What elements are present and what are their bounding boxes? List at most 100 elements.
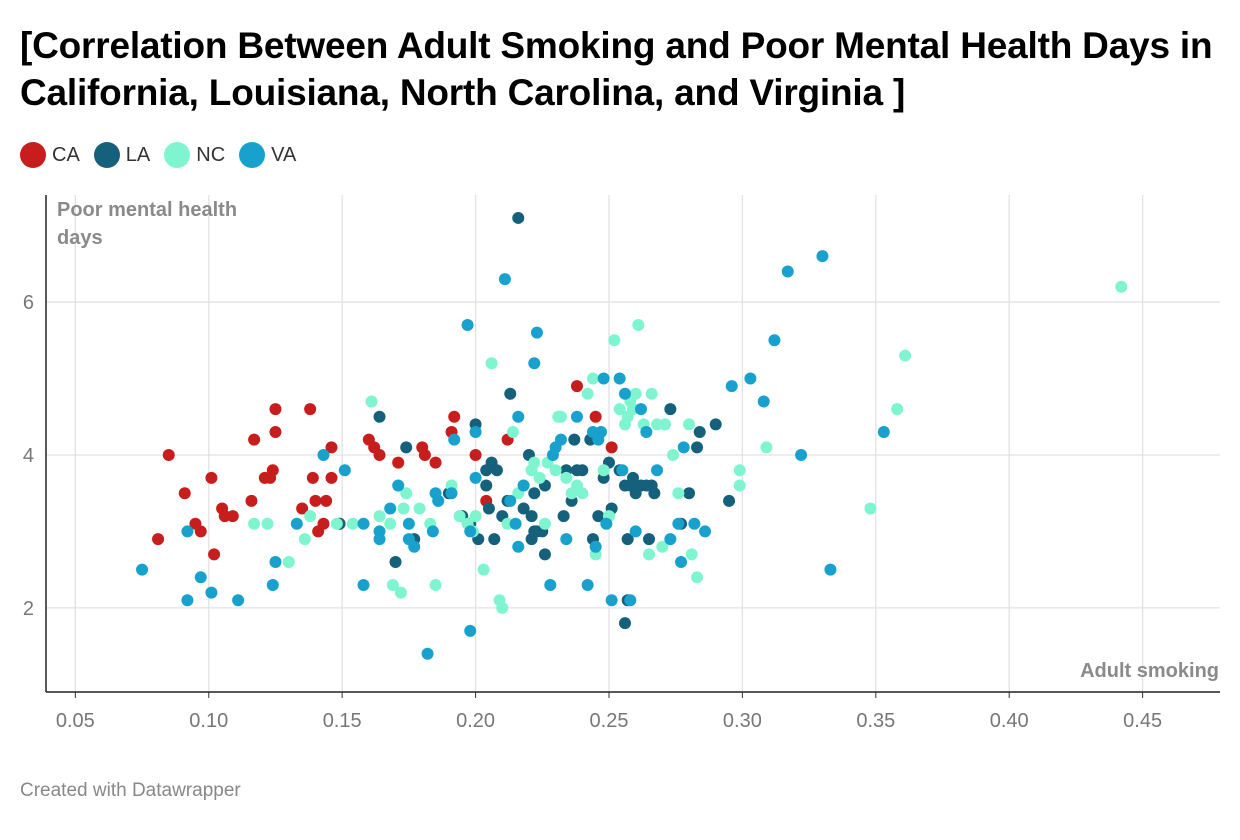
data-point-va [509, 517, 522, 530]
data-point-nc [554, 410, 567, 423]
data-point-va [600, 517, 613, 530]
data-point-nc [685, 548, 698, 561]
data-point-nc [365, 395, 378, 408]
data-point-va [544, 578, 557, 591]
data-point-ca [392, 456, 405, 469]
data-point-va [560, 533, 573, 546]
data-point-la [538, 548, 551, 561]
data-point-la [400, 441, 413, 454]
data-point-nc [413, 502, 426, 515]
data-point-nc [469, 510, 482, 523]
data-point-va [589, 540, 602, 553]
legend-item-ca: CA [20, 142, 80, 168]
x-tick-label: 0.45 [1123, 710, 1162, 732]
data-point-la [693, 426, 706, 439]
data-point-nc [691, 571, 704, 584]
data-point-ca [306, 471, 319, 484]
x-axis-title: Adult smoking [1080, 660, 1219, 682]
data-point-va [664, 533, 677, 546]
data-point-nc [400, 487, 413, 500]
data-point-ca [418, 448, 431, 461]
data-point-la [643, 533, 656, 546]
data-point-ca [194, 525, 207, 538]
data-point-la [480, 479, 493, 492]
data-point-va [640, 426, 653, 439]
data-point-va [464, 525, 477, 538]
data-point-va [461, 318, 474, 331]
data-point-nc [248, 517, 261, 530]
data-point-va [581, 578, 594, 591]
data-point-nc [667, 448, 680, 461]
legend-swatch-nc [164, 142, 191, 168]
data-point-la [482, 502, 495, 515]
data-point-va [528, 357, 541, 370]
data-point-nc [282, 556, 295, 569]
data-point-va [205, 586, 218, 599]
data-point-va [672, 517, 685, 530]
data-point-la [512, 211, 525, 224]
legend-label-va: VA [271, 143, 297, 166]
data-point-la [557, 510, 570, 523]
data-point-nc [394, 586, 407, 599]
data-point-ca [469, 448, 482, 461]
data-point-va [816, 250, 829, 263]
data-point-va [317, 448, 330, 461]
data-point-va [605, 594, 618, 607]
data-point-va [504, 494, 517, 507]
data-point-va [373, 533, 386, 546]
chart-title: [Correlation Between Adult Smoking and P… [20, 25, 1213, 113]
data-point-nc [384, 517, 397, 530]
data-point-nc [899, 349, 912, 362]
data-point-ca [309, 494, 322, 507]
x-tick-label: 0.20 [456, 710, 495, 732]
data-point-nc [733, 479, 746, 492]
data-point-va [432, 494, 445, 507]
data-point-ca [152, 533, 165, 546]
legend-label-ca: CA [52, 143, 80, 166]
data-point-la [576, 464, 589, 477]
data-point-nc [643, 548, 656, 561]
data-point-ca [304, 403, 317, 416]
axes [45, 195, 1220, 698]
data-point-va [768, 334, 781, 347]
data-point-ca [269, 403, 282, 416]
data-point-la [709, 418, 722, 431]
y-axis-title: Poor mental health [57, 199, 237, 221]
data-point-nc [891, 403, 904, 416]
data-point-va [445, 487, 458, 500]
data-point-la [683, 487, 696, 500]
x-tick-label: 0.25 [590, 710, 629, 732]
data-point-ca [429, 456, 442, 469]
data-point-va [402, 517, 415, 530]
data-point-la [528, 525, 541, 538]
data-point-nc [453, 510, 466, 523]
x-tick-label: 0.05 [56, 710, 95, 732]
x-tick-label: 0.15 [323, 710, 362, 732]
data-point-va [824, 563, 837, 576]
y-tick-label: 6 [23, 292, 34, 314]
data-point-va [181, 525, 194, 538]
data-point-la [480, 464, 493, 477]
data-point-va [392, 479, 405, 492]
y-axis-title: days [57, 227, 103, 249]
data-point-va [629, 525, 642, 538]
data-point-va [512, 540, 525, 553]
data-point-va [570, 410, 583, 423]
data-point-ca [248, 433, 261, 446]
data-point-ca [589, 410, 602, 423]
data-point-la [648, 487, 661, 500]
data-point-ca [605, 441, 618, 454]
data-point-ca [208, 548, 221, 561]
data-point-va [744, 372, 757, 385]
data-point-la [373, 410, 386, 423]
data-point-nc [581, 387, 594, 400]
data-point-nc [576, 487, 589, 500]
series-ca [152, 380, 618, 561]
data-point-ca [226, 510, 239, 523]
data-point-nc [533, 471, 546, 484]
data-point-va [181, 594, 194, 607]
data-point-nc [538, 517, 551, 530]
footer-credit: Created with Datawrapper [20, 780, 241, 801]
data-point-va [512, 410, 525, 423]
data-point-la [691, 441, 704, 454]
